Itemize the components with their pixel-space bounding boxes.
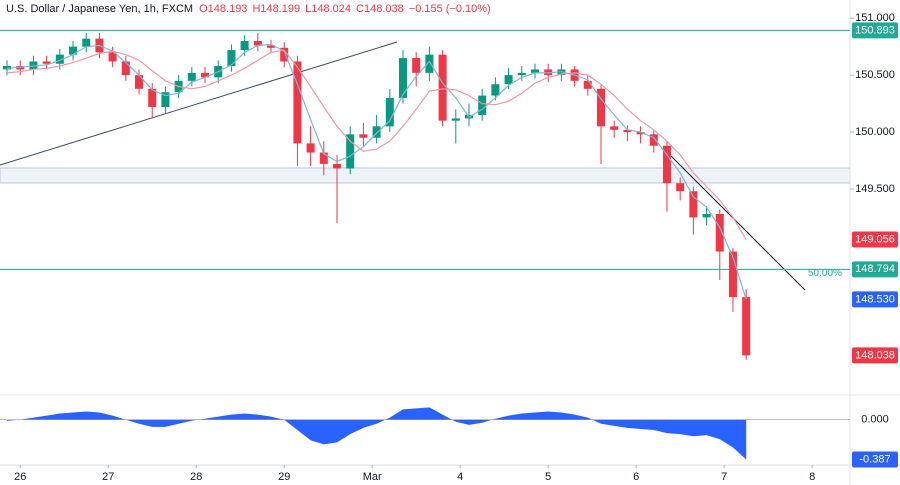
zone	[0, 167, 851, 184]
osc-badge-label: -0.387	[859, 453, 890, 465]
candle-body	[82, 38, 91, 47]
price-badge	[852, 231, 898, 248]
x-tick-label: 6	[633, 471, 639, 483]
candle-body	[728, 251, 737, 298]
candle-body	[662, 145, 671, 184]
candle-body	[227, 50, 236, 67]
candle-body	[201, 72, 210, 78]
candle-body	[148, 88, 157, 108]
candle-body	[240, 40, 249, 51]
candle-body	[121, 61, 130, 76]
candle-body	[399, 58, 408, 98]
chart-title: U.S. Dollar / Japanese Yen, 1h, FXCM	[6, 3, 193, 15]
x-tick-label: 26	[14, 471, 26, 483]
candle-body	[412, 58, 421, 73]
price-badge-label: 148.530	[855, 293, 895, 305]
candle-body	[530, 69, 539, 73]
header-stat: −0.155 (−0.10%)	[409, 3, 491, 15]
candle-body	[636, 132, 645, 135]
x-tick-label: 4	[457, 471, 463, 483]
price-badge	[852, 261, 898, 278]
candle-body	[385, 97, 394, 127]
x-tick-label: 7	[721, 471, 727, 483]
header-stat: C148.038	[356, 3, 404, 15]
candle-body	[42, 61, 51, 64]
moving-average	[6, 49, 747, 240]
header-stat: O148.193	[199, 3, 247, 15]
price-badge-label: 149.056	[855, 233, 895, 245]
candle-body	[108, 52, 117, 62]
osc-badge	[852, 451, 898, 468]
candle-body	[596, 88, 605, 127]
candle-body	[372, 126, 381, 138]
candle-body	[187, 72, 196, 81]
candle-body	[280, 47, 289, 62]
trendline	[0, 41, 398, 166]
osc-tick-label: 0.000	[861, 414, 889, 426]
candle-body	[55, 54, 64, 64]
candle-body	[504, 75, 513, 85]
candle-body	[333, 163, 342, 169]
candle-body	[319, 152, 328, 164]
candle-body	[610, 126, 619, 130]
candle-body	[702, 214, 711, 218]
x-tick-label: 8	[809, 471, 815, 483]
x-tick-label: 5	[545, 471, 551, 483]
candle-body	[346, 134, 355, 169]
level-text: 50.00%	[808, 268, 842, 279]
x-tick-label: 28	[190, 471, 202, 483]
candle-body	[689, 191, 698, 218]
candle-body	[161, 92, 170, 108]
x-tick-label: Mar	[363, 471, 382, 483]
candle-body	[306, 143, 315, 153]
candle-body	[293, 61, 302, 144]
price-badge	[852, 347, 898, 364]
candle-body	[715, 214, 724, 252]
y-tick-label: 149.500	[855, 183, 895, 195]
candle-body	[517, 72, 526, 76]
price-badge	[852, 291, 898, 308]
y-tick-label: 150.500	[855, 69, 895, 81]
candle-body	[359, 134, 368, 138]
price-badge-label: 150.893	[855, 24, 895, 36]
price-badge	[852, 22, 898, 39]
price-badge-label: 148.794	[855, 263, 895, 275]
y-tick-label: 150.000	[855, 126, 895, 138]
candle-body	[267, 45, 276, 48]
candle-body	[491, 84, 500, 96]
candle-body	[583, 80, 592, 89]
candle-body	[135, 75, 144, 89]
header-stat: H148.199	[252, 3, 300, 15]
candle-body	[649, 134, 658, 146]
y-tick-label: 151.000	[855, 12, 895, 24]
candle-body	[544, 69, 553, 76]
candle-body	[623, 129, 632, 133]
candle-body	[425, 54, 434, 73]
oscillator-area	[7, 407, 747, 460]
candle-body	[478, 95, 487, 115]
candle-body	[451, 118, 460, 121]
candle-body	[742, 297, 751, 356]
x-tick-label: 27	[102, 471, 114, 483]
price-badge-label: 148.038	[855, 349, 895, 361]
header-stat: L148.024	[305, 3, 351, 15]
moving-average	[6, 43, 747, 300]
x-tick-label: 29	[278, 471, 290, 483]
candle-body	[438, 54, 447, 121]
candle-body	[69, 46, 78, 55]
candle-body	[676, 183, 685, 192]
candle-body	[253, 40, 262, 46]
